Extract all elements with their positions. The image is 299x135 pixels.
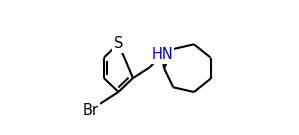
Text: HN: HN [151, 47, 173, 63]
Text: S: S [114, 36, 123, 51]
Text: Br: Br [83, 103, 99, 118]
